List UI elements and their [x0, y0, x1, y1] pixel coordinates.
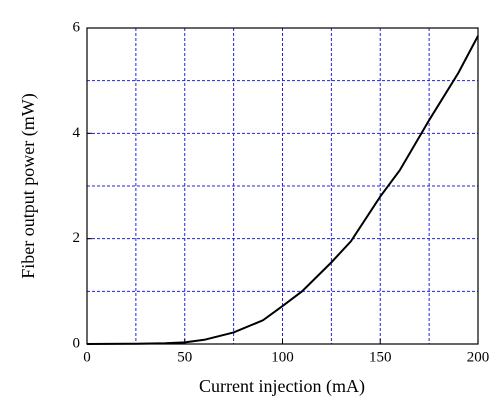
y-tick-label: 0	[73, 335, 81, 351]
y-tick-label: 4	[73, 125, 81, 141]
data-line	[86, 35, 479, 345]
x-tick-label: 50	[177, 349, 192, 365]
y-tick-label: 2	[73, 230, 81, 246]
x-tick-label: 200	[467, 349, 490, 365]
plot-frame	[86, 27, 479, 345]
x-tick-label: 150	[369, 349, 392, 365]
x-tick-label: 100	[271, 349, 294, 365]
x-axis-label: Current injection (mA)	[199, 376, 365, 397]
y-tick-label: 6	[73, 19, 81, 35]
y-axis-label: Fiber output power (mW)	[18, 93, 39, 278]
x-tick-label: 0	[83, 349, 91, 365]
